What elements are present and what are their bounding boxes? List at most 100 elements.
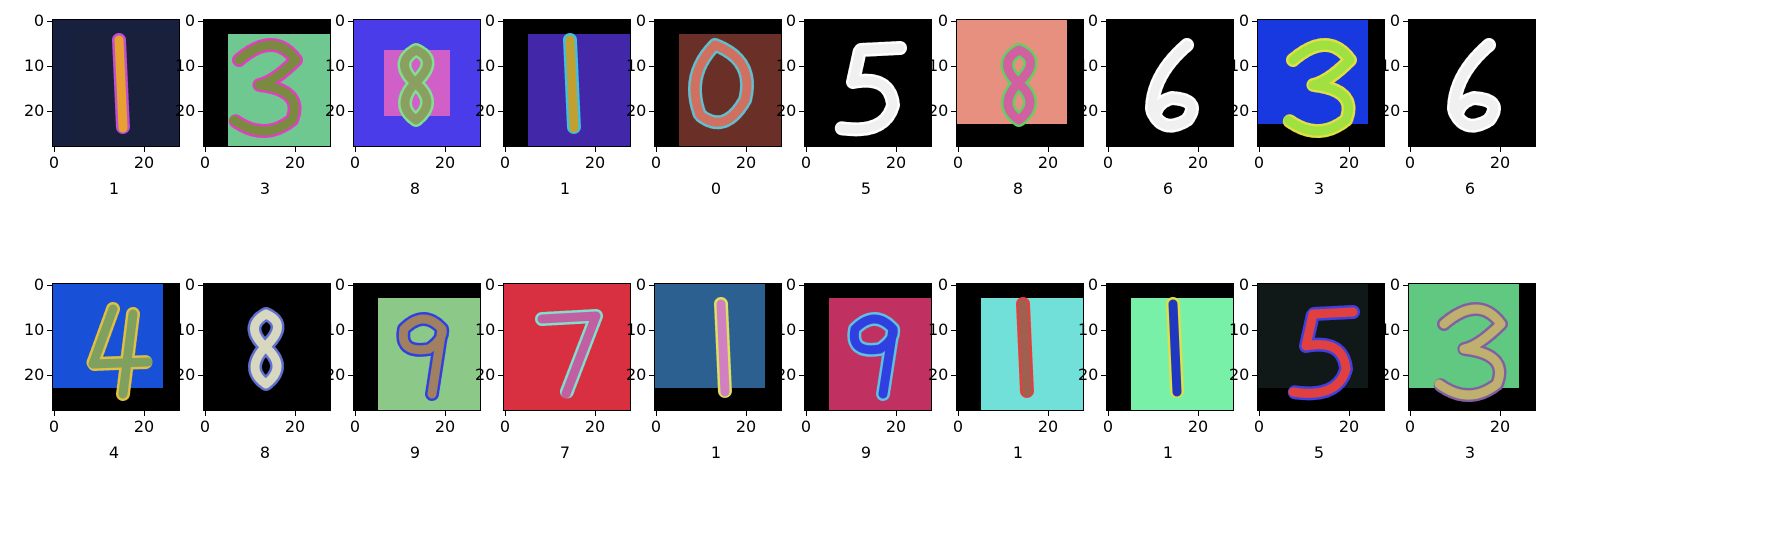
x-tick-mark: [1198, 411, 1199, 416]
x-tick-mark: [54, 411, 55, 416]
y-tick-mark: [951, 375, 956, 376]
class-label: 1: [710, 443, 722, 462]
y-tick-mark: [1252, 330, 1257, 331]
y-tick-mark: [198, 66, 203, 67]
y-tick-mark: [951, 21, 956, 22]
y-tick-mark: [47, 375, 52, 376]
x-tick-mark: [1500, 411, 1501, 416]
digit-image: [654, 19, 782, 147]
class-label: 4: [108, 443, 120, 462]
y-tick-label: 20: [1380, 365, 1401, 384]
y-tick-mark: [1403, 21, 1408, 22]
x-tick-mark: [656, 147, 657, 152]
y-tick-label: 0: [635, 275, 646, 294]
y-tick-label: 20: [24, 101, 45, 120]
y-tick-label: 20: [175, 101, 196, 120]
x-tick-mark: [445, 147, 446, 152]
y-tick-mark: [1252, 66, 1257, 67]
y-tick-label: 0: [33, 275, 44, 294]
y-tick-label: 20: [1380, 101, 1401, 120]
y-tick-label: 10: [24, 56, 45, 75]
digit-image: [353, 283, 481, 411]
class-label: 1: [108, 179, 120, 198]
x-tick-mark: [1048, 411, 1049, 416]
y-tick-mark: [1252, 375, 1257, 376]
x-tick-mark: [355, 147, 356, 152]
y-tick-label: 20: [928, 365, 949, 384]
x-tick-label: 20: [1187, 417, 1209, 436]
class-label: 8: [409, 179, 421, 198]
y-tick-mark: [1101, 66, 1106, 67]
x-tick-label: 20: [584, 153, 606, 172]
y-tick-mark: [951, 66, 956, 67]
y-tick-label: 10: [175, 56, 196, 75]
y-tick-mark: [649, 66, 654, 67]
x-tick-label: 0: [800, 417, 812, 436]
y-tick-label: 10: [175, 320, 196, 339]
y-tick-mark: [47, 330, 52, 331]
x-tick-label: 20: [885, 153, 907, 172]
digit-image: [353, 19, 481, 147]
y-tick-label: 10: [1078, 320, 1099, 339]
y-tick-label: 20: [325, 365, 346, 384]
digit-image: [1408, 19, 1536, 147]
y-tick-label: 10: [776, 56, 797, 75]
x-tick-label: 20: [735, 153, 757, 172]
class-label: 1: [1012, 443, 1024, 462]
y-tick-label: 20: [175, 365, 196, 384]
x-tick-mark: [595, 147, 596, 152]
x-tick-label: 0: [952, 417, 964, 436]
y-tick-mark: [1403, 111, 1408, 112]
x-tick-mark: [1259, 147, 1260, 152]
x-tick-mark: [958, 411, 959, 416]
y-tick-label: 20: [325, 101, 346, 120]
x-tick-label: 20: [1037, 417, 1059, 436]
y-tick-label: 10: [928, 320, 949, 339]
y-tick-label: 10: [626, 320, 647, 339]
y-tick-mark: [498, 375, 503, 376]
y-tick-label: 0: [184, 275, 195, 294]
class-label: 3: [259, 179, 271, 198]
x-tick-mark: [896, 411, 897, 416]
y-tick-label: 10: [626, 56, 647, 75]
x-tick-label: 0: [650, 153, 662, 172]
digit-image: [956, 19, 1084, 147]
x-tick-mark: [205, 147, 206, 152]
y-tick-label: 20: [475, 101, 496, 120]
x-tick-label: 0: [349, 153, 361, 172]
y-tick-label: 0: [937, 275, 948, 294]
y-tick-mark: [799, 111, 804, 112]
x-tick-label: 20: [1338, 417, 1360, 436]
y-tick-mark: [799, 66, 804, 67]
class-label: 7: [559, 443, 571, 462]
class-label: 3: [1464, 443, 1476, 462]
x-tick-mark: [806, 147, 807, 152]
x-tick-label: 20: [1489, 417, 1511, 436]
y-tick-mark: [649, 375, 654, 376]
x-tick-label: 20: [434, 153, 456, 172]
x-tick-mark: [595, 411, 596, 416]
y-tick-label: 0: [937, 11, 948, 30]
x-tick-label: 20: [133, 417, 155, 436]
class-label: 1: [559, 179, 571, 198]
x-tick-mark: [656, 411, 657, 416]
y-tick-label: 10: [475, 320, 496, 339]
x-tick-mark: [958, 147, 959, 152]
x-tick-mark: [1349, 147, 1350, 152]
digit-image: [503, 19, 631, 147]
y-tick-label: 10: [776, 320, 797, 339]
x-tick-label: 0: [1102, 153, 1114, 172]
x-tick-mark: [505, 411, 506, 416]
x-tick-label: 0: [48, 417, 60, 436]
y-tick-label: 10: [1380, 320, 1401, 339]
y-tick-mark: [1252, 285, 1257, 286]
digit-image: [1106, 283, 1234, 411]
y-tick-mark: [348, 285, 353, 286]
digit-image: [1408, 283, 1536, 411]
y-tick-mark: [198, 330, 203, 331]
digit-image: [1257, 19, 1385, 147]
x-tick-mark: [205, 411, 206, 416]
x-tick-label: 20: [1489, 153, 1511, 172]
class-label: 3: [1313, 179, 1325, 198]
x-tick-mark: [445, 411, 446, 416]
